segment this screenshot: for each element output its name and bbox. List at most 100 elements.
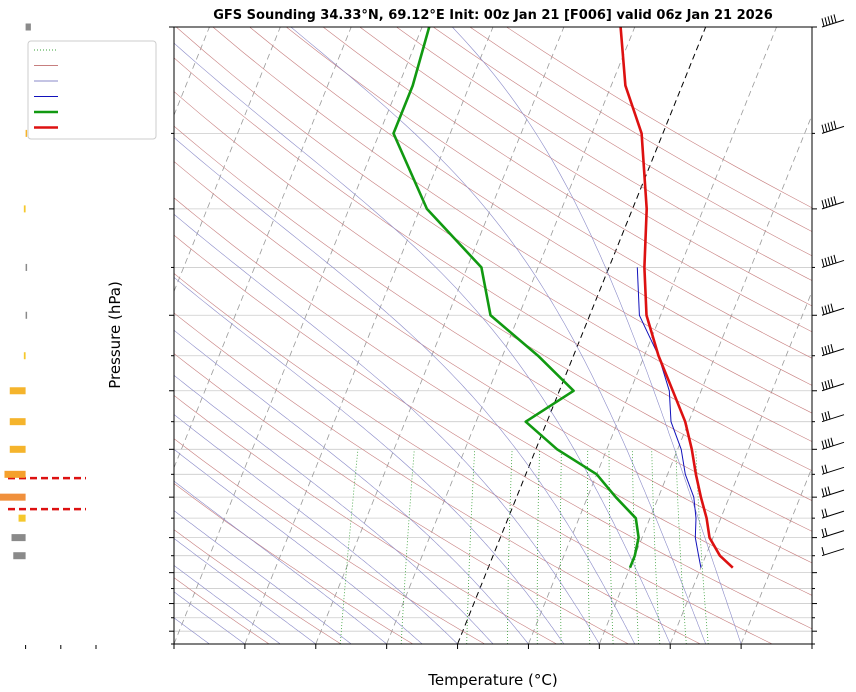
mixing-ratio-line [560,449,562,644]
wind-barb-feather [833,14,837,23]
pseudoadiabat-line [290,27,706,644]
dry-adiabat-line [174,273,773,644]
mixing-ratio-line [507,449,513,644]
wind-barb-staff [821,530,845,539]
dry-adiabat-line [174,57,812,472]
chart-title: GFS Sounding 34.33°N, 69.12°E Init: 00z … [213,8,773,23]
omega-bar [23,205,26,213]
wind-barb-feather [824,411,828,421]
isotherm-line [174,27,281,293]
wind-barb-staff [821,201,845,210]
mixing-ratio-line [651,449,661,644]
isotherm-line [244,27,494,644]
mixing-ratio-line [675,449,687,644]
dry-adiabat-line [469,27,812,232]
wind-barb-feather [827,198,831,207]
wind-barb-feather [827,122,831,131]
dry-adiabat-line [506,27,812,209]
omega-bar [25,23,31,31]
pseudoadiabat-line [174,276,565,644]
wind-barb-feather [824,487,828,496]
wind-barb-feather [824,508,828,517]
wind-barb-feather [821,528,825,538]
wind-barb-feather [830,121,834,130]
wind-barb-feather [821,382,825,391]
wind-barb-feather [821,488,825,497]
x-axis-ticks [173,644,813,649]
wind-barb-feather [824,381,828,390]
wind-barb-feather [824,17,828,26]
wind-barb-feather [821,347,825,356]
mixing-ratio-line [587,449,591,644]
wind-barb-feather [830,379,834,388]
pseudoadiabat-line [174,538,316,644]
dry-adiabat-line [174,353,629,644]
omega-bar [23,352,26,360]
omega-panel [0,23,97,649]
wind-barb-feather [827,256,831,265]
pseudoadiabat-line [174,414,458,644]
wind-barb [821,464,845,475]
wind-barb-staff [821,307,845,316]
pseudoadiabat-line [174,42,671,644]
pseudoadiabat-line [174,510,352,644]
wind-barb-feather [824,346,828,355]
wind-barb [821,379,845,392]
dry-adiabat-line [174,125,812,532]
wind-barb-feather [830,255,834,264]
dry-adiabat-line [174,161,812,564]
omega-bar [11,534,26,542]
wind-barb [821,546,845,557]
omega-bar [13,552,26,560]
wind-barb [821,410,845,423]
wind-barb-feather [827,304,831,313]
pseudoadiabat-line [174,448,423,644]
pseudoadiabat-line [174,137,636,644]
wind-barb-feather [821,440,825,449]
omega-bar [25,263,28,271]
isotherm-line [315,27,565,644]
wind-barb-staff [821,383,845,392]
pseudoadiabat-line [174,374,494,644]
y-axis-label: Pressure (hPa) [106,281,124,389]
wind-barb-feather [821,200,825,209]
omega-bar [18,514,26,522]
wind-barb-feather [824,199,828,208]
wind-barb-feather [821,546,825,556]
wind-barb [821,527,845,539]
wind-barb-staff [821,548,845,557]
y-axis-ticks [169,26,817,645]
dry-adiabat-line [249,27,812,386]
dry-adiabat-line [174,529,342,644]
wind-barb [821,303,845,316]
wind-barb-staff [821,19,845,28]
wind-barb-feather [824,305,828,314]
dry-adiabat-line [322,27,812,333]
wind-barb-staff [821,414,845,423]
dry-adiabat-line [212,27,812,414]
mixing-ratio-line [631,449,639,644]
zero-isotherm-line [457,27,707,644]
wind-barb-feather [821,258,825,267]
pseudoadiabat-line [174,213,600,644]
mixing-ratio-line [608,449,614,644]
temperature-line [619,27,734,569]
pseudoadiabat-line [174,329,529,644]
omega-bar [25,129,28,137]
wind-barb-feather [821,412,825,422]
dry-adiabat-line [176,27,812,442]
wind-barb-feather [827,486,831,495]
wind-barb-feather [821,124,825,133]
wind-barb-feather [827,345,831,354]
wind-barb-feather [821,306,825,315]
sounding-series [392,27,734,569]
mixing-ratio-line [400,449,415,644]
wind-barb-staff [821,489,845,498]
dry-adiabat-line [174,197,812,596]
wind-barb [821,14,845,28]
wind-barb-feather [827,438,831,447]
dry-adiabat-line [174,438,485,644]
wind-barb-staff [821,466,845,475]
wind-barb-staff [821,125,845,134]
